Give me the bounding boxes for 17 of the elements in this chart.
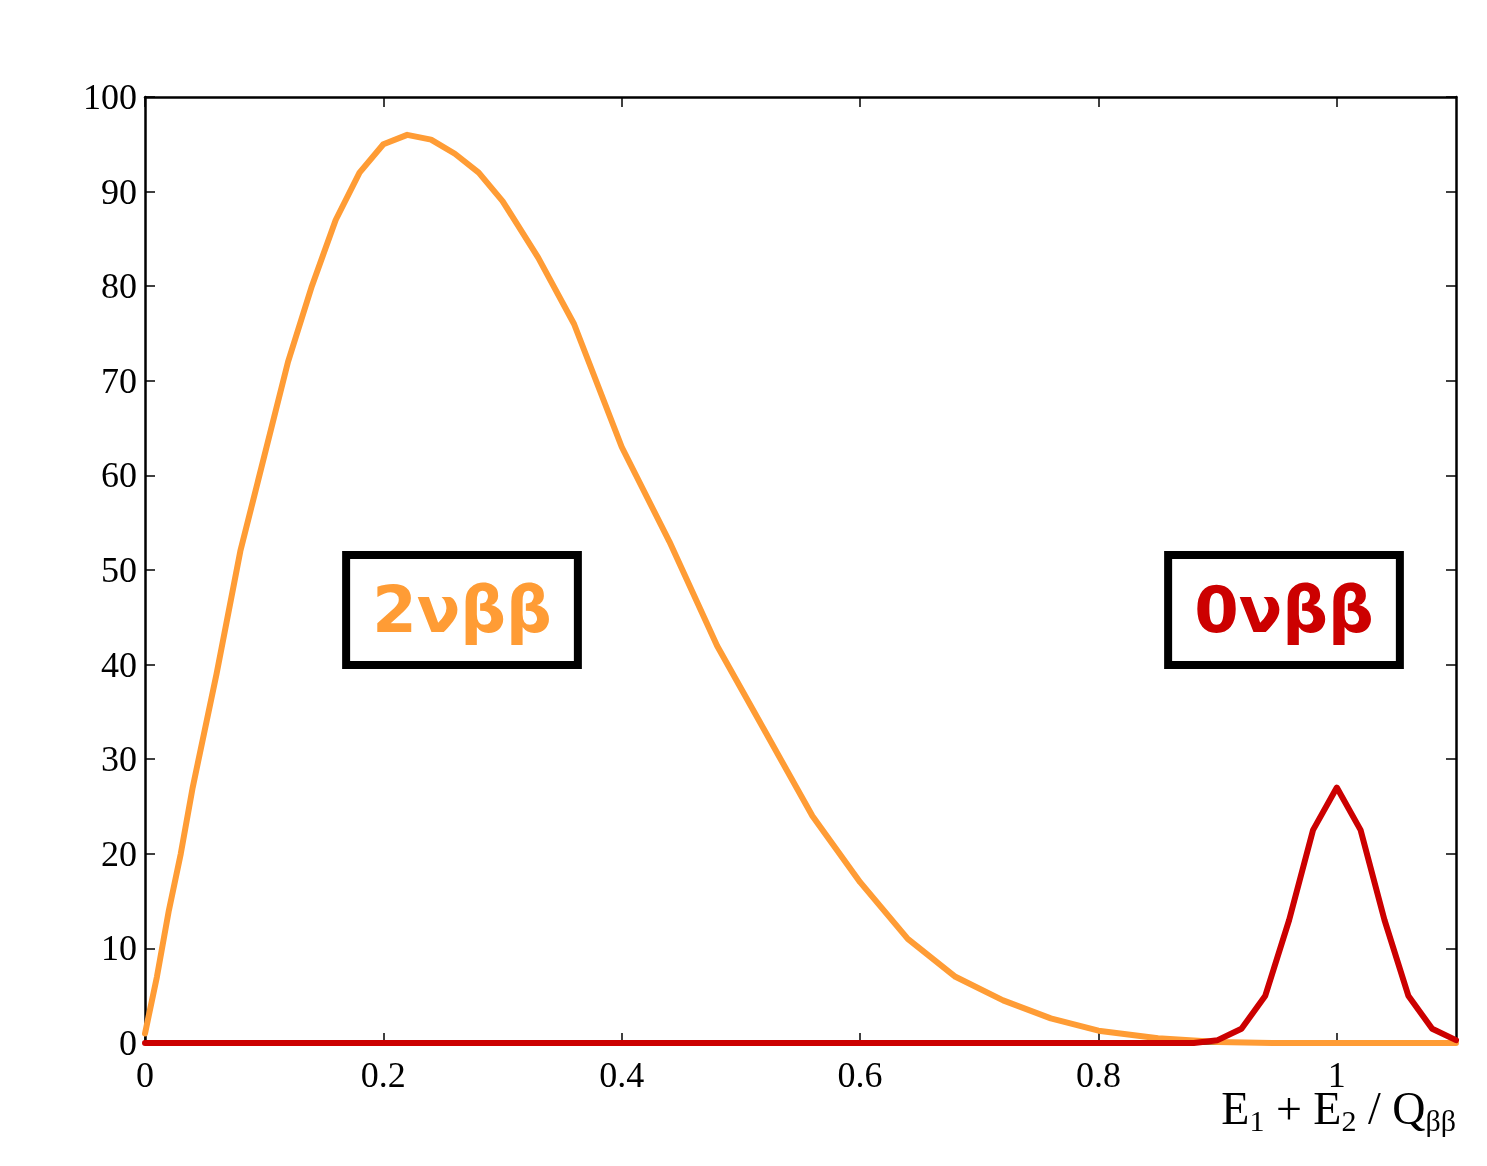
y-tick-label: 40 — [101, 644, 137, 685]
y-tick-label: 60 — [101, 455, 137, 496]
series-label: 2νββ — [372, 573, 552, 647]
x-tick-label: 0.4 — [599, 1055, 645, 1095]
text: 0νββ — [1194, 573, 1374, 647]
x-tick-label: 0.6 — [837, 1055, 883, 1095]
y-tick-label: 70 — [101, 360, 137, 401]
y-tick-label: 30 — [101, 739, 137, 780]
x-tick-label: 0.2 — [360, 1055, 406, 1095]
y-tick-label: 50 — [101, 550, 137, 590]
x-tick-label: 0.8 — [1075, 1055, 1121, 1095]
y-tick-label: 20 — [101, 833, 137, 874]
y-tick-label: 90 — [101, 171, 137, 212]
y-tick-label: 80 — [101, 266, 137, 307]
y-tick-label: 10 — [101, 928, 137, 969]
y-tick-label: 0 — [119, 1023, 137, 1063]
y-tick-label: 100 — [83, 77, 137, 117]
